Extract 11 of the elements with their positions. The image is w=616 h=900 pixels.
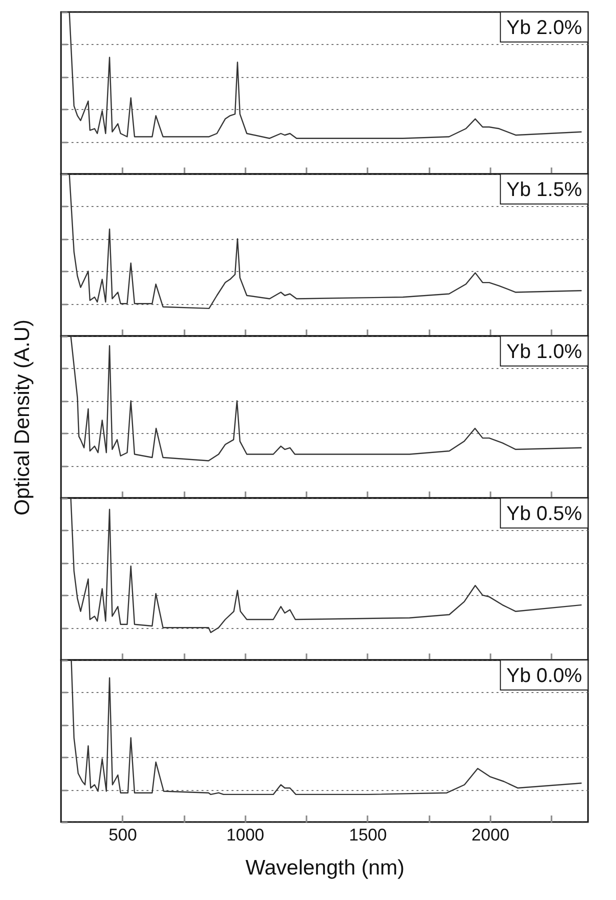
text: Yb 0.5% xyxy=(506,503,582,525)
x-tick-label: 2000 xyxy=(472,826,510,844)
x-tick-label: 500 xyxy=(108,826,137,844)
text: Yb 0.0% xyxy=(506,665,582,687)
text: Yb 1.5% xyxy=(506,179,582,201)
x-tick-label: 1000 xyxy=(226,826,264,844)
text: Yb 2.0% xyxy=(506,17,582,39)
text: Yb 1.0% xyxy=(506,341,582,363)
x-tick-label: 1500 xyxy=(348,826,387,844)
y-axis-title: Optical Density (A.U) xyxy=(10,319,34,516)
x-axis-title: Wavelength (nm) xyxy=(245,856,405,880)
